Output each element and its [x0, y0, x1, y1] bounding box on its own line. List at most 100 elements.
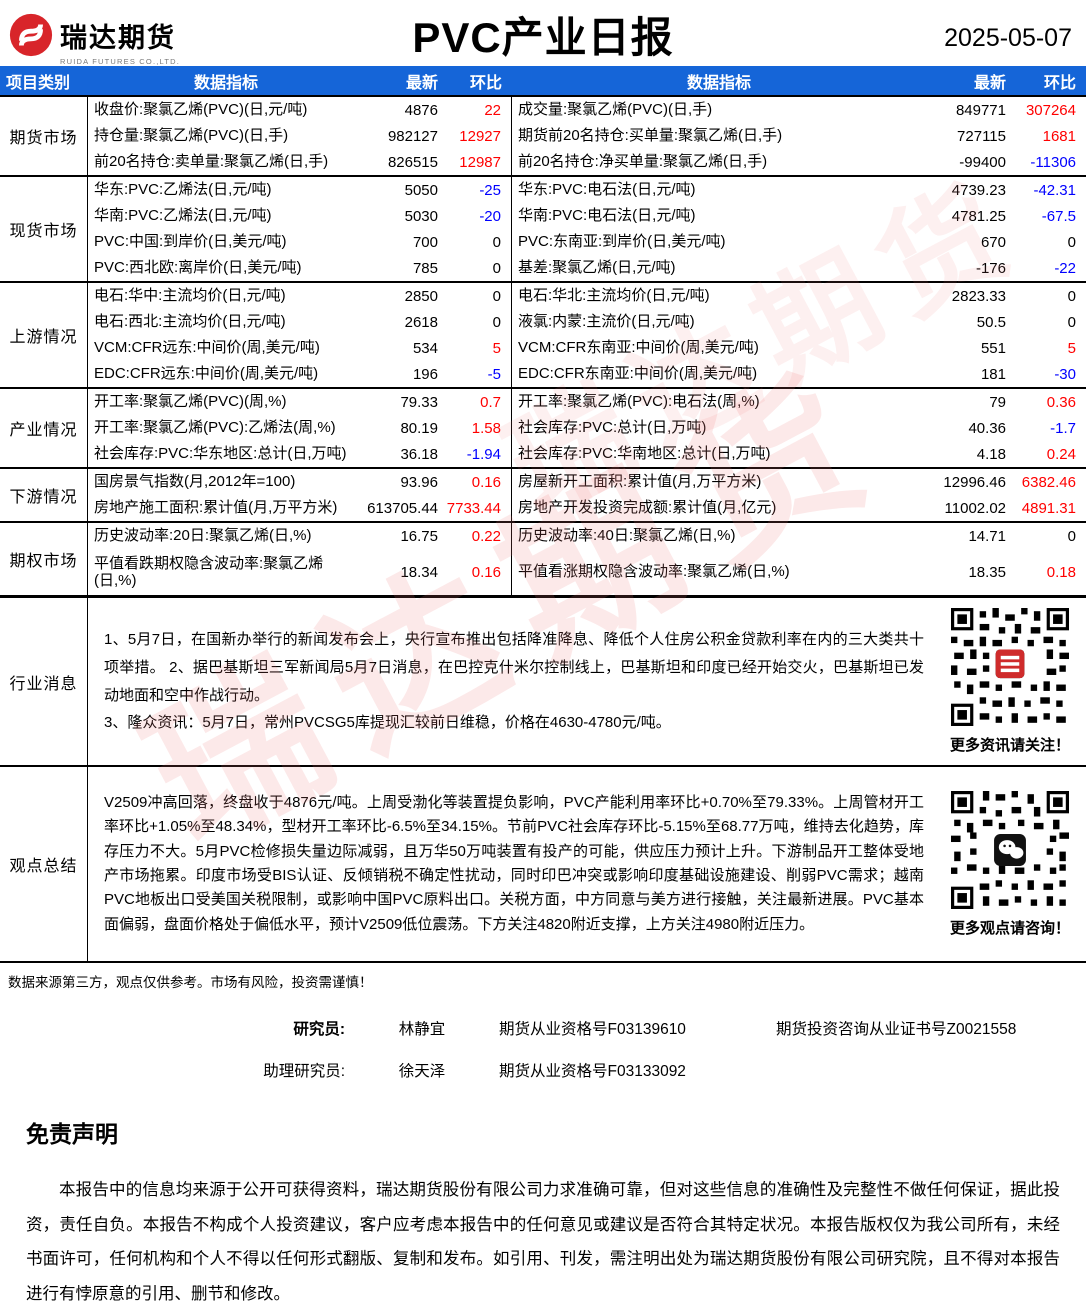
latest-value: 16.75	[400, 527, 438, 545]
chg-value: 7733.44	[447, 495, 512, 521]
chg-value: 1.58	[448, 415, 512, 441]
table-row: PVC:中国:到岸价(日,美元/吨) 700 0 PVC:东南亚:到岸价(日,美…	[88, 229, 1086, 255]
col-header-indicator-left: 数据指标	[193, 74, 258, 92]
indicator-label: 社会库存:PVC:总计(日,万吨)	[518, 419, 707, 437]
indicator-label: 开工率:聚氯乙烯(PVC):电石法(周,%)	[518, 393, 760, 411]
indicator-label: 社会库存:PVC:华南地区:总计(日,万吨)	[518, 445, 771, 463]
latest-value: 2850	[404, 287, 438, 305]
assistant-name: 徐天泽	[398, 1063, 446, 1080]
latest-value: 727115	[957, 127, 1006, 145]
latest-value: 14.71	[968, 527, 1006, 545]
news-qr-block: 更多资讯请关注！	[934, 598, 1086, 765]
source-note: 数据来源第三方，观点仅供参考。市场有风险，投资需谨慎！	[8, 975, 373, 990]
latest-value: 785	[412, 259, 438, 277]
latest-value: 5030	[404, 207, 438, 225]
table-row: 电石:西北:主流均价(日,元/吨) 2618 0 液氯:内蒙:主流价(日,元/吨…	[88, 309, 1086, 335]
indicator-label: 开工率:聚氯乙烯(PVC):乙烯法(周,%)	[94, 419, 336, 437]
latest-value: 18.35	[968, 563, 1006, 581]
data-table: 项目类别 数据指标 最新 环比 数据指标 最新 环比 期货市场 收盘价:聚氯乙烯…	[0, 66, 1086, 963]
indicator-label: 房地产开发投资完成额:累计值(月,亿元)	[518, 499, 777, 517]
latest-value: 826515	[387, 153, 438, 171]
chg-value: 5	[1067, 339, 1076, 357]
indicator-label: 持仓量:聚氯乙烯(PVC)(日,手)	[94, 127, 289, 145]
section-summary: 观点总结 V2509冲高回落，终盘收于4876元/吨。上周受渤化等装置提负影响，…	[0, 765, 1086, 961]
table-row: 历史波动率:20日:聚氯乙烯(日,%) 16.75 0.22 历史波动率:40日…	[88, 523, 1086, 549]
section-category-label: 期权市场	[0, 523, 88, 595]
col-header-latest-left: 最新	[405, 74, 438, 92]
latest-value: 196	[412, 365, 438, 383]
section-options: 期权市场 历史波动率:20日:聚氯乙烯(日,%) 16.75 0.22 历史波动…	[0, 521, 1086, 595]
chg-value: 0.7	[448, 389, 512, 415]
chg-value: 0.22	[448, 523, 512, 549]
indicator-label: 前20名持仓:卖单量:聚氯乙烯(日,手)	[94, 153, 329, 171]
latest-value: 670	[980, 233, 1006, 251]
section-category-label: 上游情况	[0, 283, 88, 387]
table-row: 国房景气指数(月,2012年=100) 93.96 0.16 房屋新开工面积:累…	[88, 469, 1086, 495]
chg-value: 0.18	[1046, 563, 1076, 581]
latest-value: 849771	[955, 101, 1006, 119]
indicator-label: 收盘价:聚氯乙烯(PVC)(日,元/吨)	[94, 101, 308, 119]
chg-value: -1.7	[1050, 419, 1076, 437]
indicator-label: 平值看涨期权隐含波动率:聚氯乙烯(日,%)	[518, 563, 790, 581]
section-category-label: 下游情况	[0, 469, 88, 521]
latest-value: 79	[989, 393, 1006, 411]
logo-subtext: RUIDA FUTURES CO.,LTD.	[60, 57, 181, 66]
indicator-label: 历史波动率:20日:聚氯乙烯(日,%)	[94, 527, 312, 545]
chg-value: -11306	[1030, 153, 1076, 171]
researcher-block: 研究员: 林静宜 期货从业资格号F03139610 期货投资咨询从业证书号Z00…	[230, 1017, 1086, 1081]
table-row: 华东:PVC:乙烯法(日,元/吨) 5050 -25 华东:PVC:电石法(日,…	[88, 177, 1086, 203]
indicator-label: 华南:PVC:电石法(日,元/吨)	[518, 207, 696, 225]
chg-value: 0	[1067, 233, 1076, 251]
latest-value: 4781.25	[951, 207, 1006, 225]
section-downstream: 下游情况 国房景气指数(月,2012年=100) 93.96 0.16 房屋新开…	[0, 467, 1086, 521]
indicator-label: EDC:CFR东南亚:中间价(周,美元/吨)	[518, 365, 758, 383]
indicator-label: PVC:东南亚:到岸价(日,美元/吨)	[518, 233, 726, 251]
indicator-label: 期货前20名持仓:买单量:聚氯乙烯(日,手)	[518, 127, 783, 145]
chg-value: -1.94	[448, 441, 512, 467]
latest-value: 4876	[404, 101, 438, 119]
disclaimer: 免责声明 本报告中的信息均来源于公开可获得资料，瑞达期货股份有限公司力求准确可靠…	[0, 1081, 1086, 1312]
indicator-label: 社会库存:PVC:华东地区:总计(日,万吨)	[94, 445, 347, 463]
indicator-label: 电石:西北:主流均价(日,元/吨)	[94, 313, 286, 331]
latest-value: 551	[980, 339, 1006, 357]
latest-value: 93.96	[400, 473, 438, 491]
chg-value: 5	[448, 335, 512, 361]
logo-text: 瑞达期货	[60, 23, 176, 53]
latest-value: 12996.46	[943, 473, 1006, 491]
latest-value: 2823.33	[951, 287, 1006, 305]
indicator-label: 房地产施工面积:累计值(月,万平方米)	[94, 499, 338, 517]
section-category-label: 产业情况	[0, 389, 88, 467]
disclaimer-text: 本报告中的信息均来源于公开可获得资料，瑞达期货股份有限公司力求准确可靠，但对这些…	[26, 1181, 1060, 1303]
chg-value: 1681	[1042, 127, 1076, 145]
chg-value: -22	[1054, 259, 1076, 277]
latest-value: 79.33	[400, 393, 438, 411]
section-upstream: 上游情况 电石:华中:主流均价(日,元/吨) 2850 0 电石:华北:主流均价…	[0, 281, 1086, 387]
assistant-cert: 期货从业资格号F03133092	[499, 1063, 686, 1080]
indicator-label: 开工率:聚氯乙烯(PVC)(周,%)	[94, 393, 287, 411]
section-category-label: 现货市场	[0, 177, 88, 281]
latest-value: 18.34	[400, 563, 438, 581]
table-row: EDC:CFR远东:中间价(周,美元/吨) 196 -5 EDC:CFR东南亚:…	[88, 361, 1086, 387]
indicator-label: 华南:PVC:乙烯法(日,元/吨)	[94, 207, 272, 225]
latest-value: 982127	[387, 127, 438, 145]
section-category-label: 行业消息	[0, 598, 88, 765]
indicator-label: 电石:华中:主流均价(日,元/吨)	[94, 287, 286, 305]
chg-value: 4891.31	[1021, 499, 1076, 517]
qr-code-icon	[951, 608, 1069, 726]
indicator-label: PVC:西北欧:离岸价(日,美元/吨)	[94, 259, 302, 277]
table-row: 电石:华中:主流均价(日,元/吨) 2850 0 电石:华北:主流均价(日,元/…	[88, 283, 1086, 309]
latest-value: 534	[412, 339, 438, 357]
col-header-category: 项目类别	[6, 74, 71, 92]
disclaimer-heading: 免责声明	[26, 1121, 118, 1147]
table-row: 持仓量:聚氯乙烯(PVC)(日,手) 982127 12927 期货前20名持仓…	[88, 123, 1086, 149]
assistant-label: 助理研究员:	[263, 1063, 345, 1080]
indicator-label: 历史波动率:40日:聚氯乙烯(日,%)	[518, 527, 736, 545]
table-row: 平值看跌期权隐含波动率:聚氯乙烯(日,%) 18.34 0.16 平值看涨期权隐…	[88, 549, 1086, 595]
chg-value: 0.24	[1046, 445, 1076, 463]
chg-value: 0	[1067, 527, 1076, 545]
indicator-label: 液氯:内蒙:主流价(日,元/吨)	[518, 313, 695, 331]
latest-value: 50.5	[976, 313, 1006, 331]
indicator-label: VCM:CFR东南亚:中间价(周,美元/吨)	[518, 339, 759, 357]
section-industry: 产业情况 开工率:聚氯乙烯(PVC)(周,%) 79.33 0.7 开工率:聚氯…	[0, 387, 1086, 467]
